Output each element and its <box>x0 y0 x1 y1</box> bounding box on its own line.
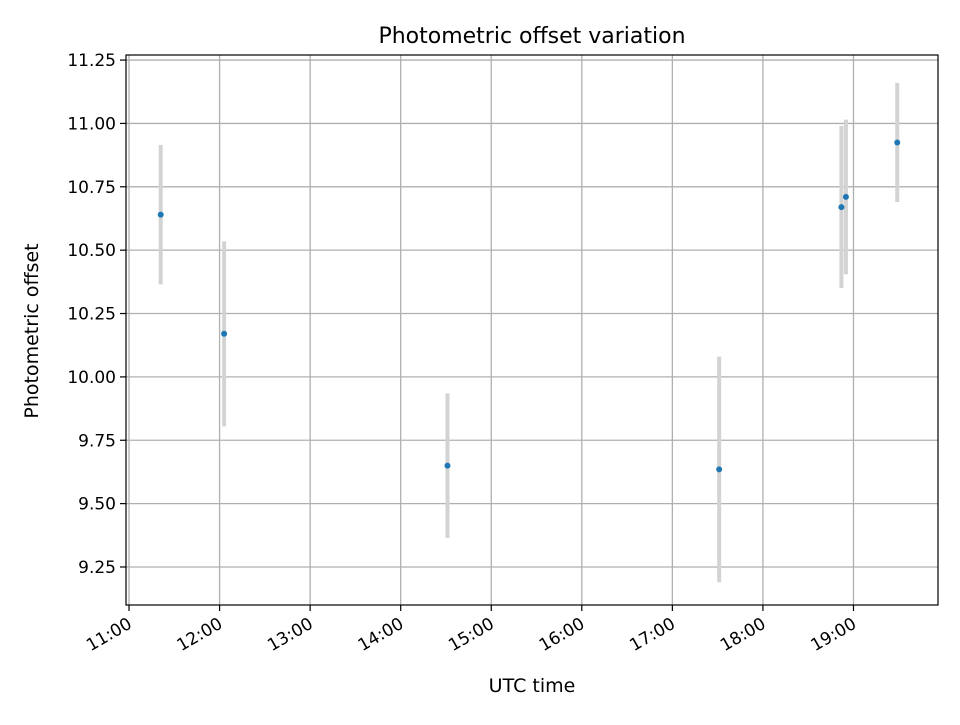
x-tick-label: 15:00 <box>445 614 497 656</box>
data-point <box>838 204 845 211</box>
y-tick-label: 9.75 <box>78 431 116 451</box>
chart-title: Photometric offset variation <box>378 24 685 49</box>
y-tick-label: 10.25 <box>67 305 116 325</box>
y-axis-label: Photometric offset <box>21 243 43 418</box>
data-point <box>894 139 901 146</box>
y-tick-label: 11.25 <box>67 51 116 71</box>
data-point <box>221 330 228 337</box>
tick-layer: 11:00 12:00 13:00 14:00 15:00 16:00 17:00 18:00… <box>67 51 860 656</box>
y-tick-label: 11.00 <box>67 114 116 134</box>
data-point <box>842 193 849 200</box>
grid-layer <box>126 55 938 605</box>
plot-frame <box>125 54 939 606</box>
data-point <box>444 462 451 469</box>
y-tick-label: 10.50 <box>67 241 116 261</box>
x-tick-label: 16:00 <box>536 614 588 656</box>
y-tick-label: 9.25 <box>78 558 116 578</box>
data-point <box>157 211 164 218</box>
y-tick-label: 10.00 <box>67 368 116 388</box>
x-axis-label: UTC time <box>489 675 576 697</box>
x-tick-label: 17:00 <box>626 614 678 656</box>
errorbar-layer <box>158 82 900 583</box>
y-tick-label: 9.50 <box>78 495 116 515</box>
x-tick-label: 14:00 <box>355 614 407 656</box>
x-tick-label: 11:00 <box>83 614 135 656</box>
point-layer <box>157 139 901 473</box>
x-tick-label: 18:00 <box>717 614 769 656</box>
y-tick-label: 10.75 <box>67 178 116 198</box>
data-point <box>716 466 723 473</box>
x-tick-label: 19:00 <box>808 614 860 656</box>
x-tick-label: 13:00 <box>264 614 316 656</box>
x-tick-label: 12:00 <box>174 614 226 656</box>
